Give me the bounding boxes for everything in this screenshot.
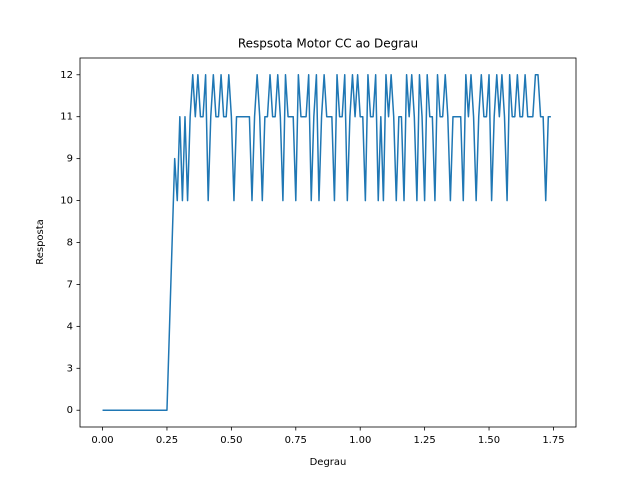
y-tick-label: 8 [67,238,73,249]
y-tick-label: 4 [67,321,73,332]
x-axis-label: Degrau [310,457,347,468]
y-tick-label: 3 [67,363,73,374]
y-axis-label: Resposta [35,219,46,265]
x-tick-label: 1.50 [478,435,500,446]
y-tick-label: 0 [67,405,73,416]
x-tick-label: 0.00 [91,435,113,446]
x-tick-label: 0.50 [220,435,242,446]
y-tick-label: 11 [60,112,73,123]
x-tick-label: 0.25 [156,435,178,446]
x-tick-label: 1.25 [413,435,435,446]
y-tick-label: 7 [67,279,73,290]
y-tick-label: 9 [67,154,73,165]
x-tick-label: 1.75 [542,435,564,446]
data-line [102,74,551,411]
y-tick-label: 10 [60,196,73,207]
x-tick-label: 0.75 [285,435,307,446]
chart-title: Respsota Motor CC ao Degrau [238,37,418,51]
y-tick-label: 12 [60,70,73,81]
x-tick-label: 1.00 [349,435,371,446]
